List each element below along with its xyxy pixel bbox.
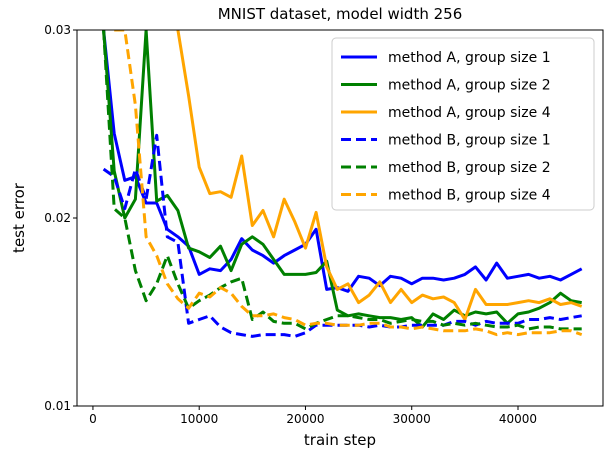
y-tick-label: 0.03 <box>44 23 71 37</box>
y-axis-label: test error <box>10 182 28 253</box>
series-line-3 <box>176 30 583 321</box>
chart-title: MNIST dataset, model width 256 <box>218 5 463 23</box>
x-axis: 0 10000 20000 30000 40000 <box>89 406 537 426</box>
legend-label: method B, group size 4 <box>388 188 551 204</box>
y-tick-label: 0.01 <box>44 399 71 413</box>
series-line-1 <box>102 30 583 293</box>
x-axis-label: train step <box>304 431 376 449</box>
y-axis: 0.01 0.02 0.03 <box>44 23 77 413</box>
legend-label: method A, group size 2 <box>388 78 551 94</box>
legend-label: method A, group size 4 <box>388 105 551 121</box>
legend-label: method B, group size 1 <box>388 133 551 149</box>
legend-label: method B, group size 2 <box>388 160 551 176</box>
legend: method A, group size 1 method A, group si… <box>331 37 595 211</box>
series-line-2 <box>102 30 582 329</box>
x-tick-label: 10000 <box>180 412 218 426</box>
series-layer <box>102 30 583 338</box>
x-tick-label: 30000 <box>393 412 431 426</box>
series-line-5 <box>102 30 582 331</box>
x-tick-label: 0 <box>89 412 97 426</box>
x-tick-label: 40000 <box>499 412 537 426</box>
y-tick-label: 0.02 <box>44 211 71 225</box>
legend-box <box>331 37 595 211</box>
series-line-6 <box>114 30 583 337</box>
legend-label: method A, group size 1 <box>388 50 551 66</box>
x-tick-label: 20000 <box>286 412 324 426</box>
